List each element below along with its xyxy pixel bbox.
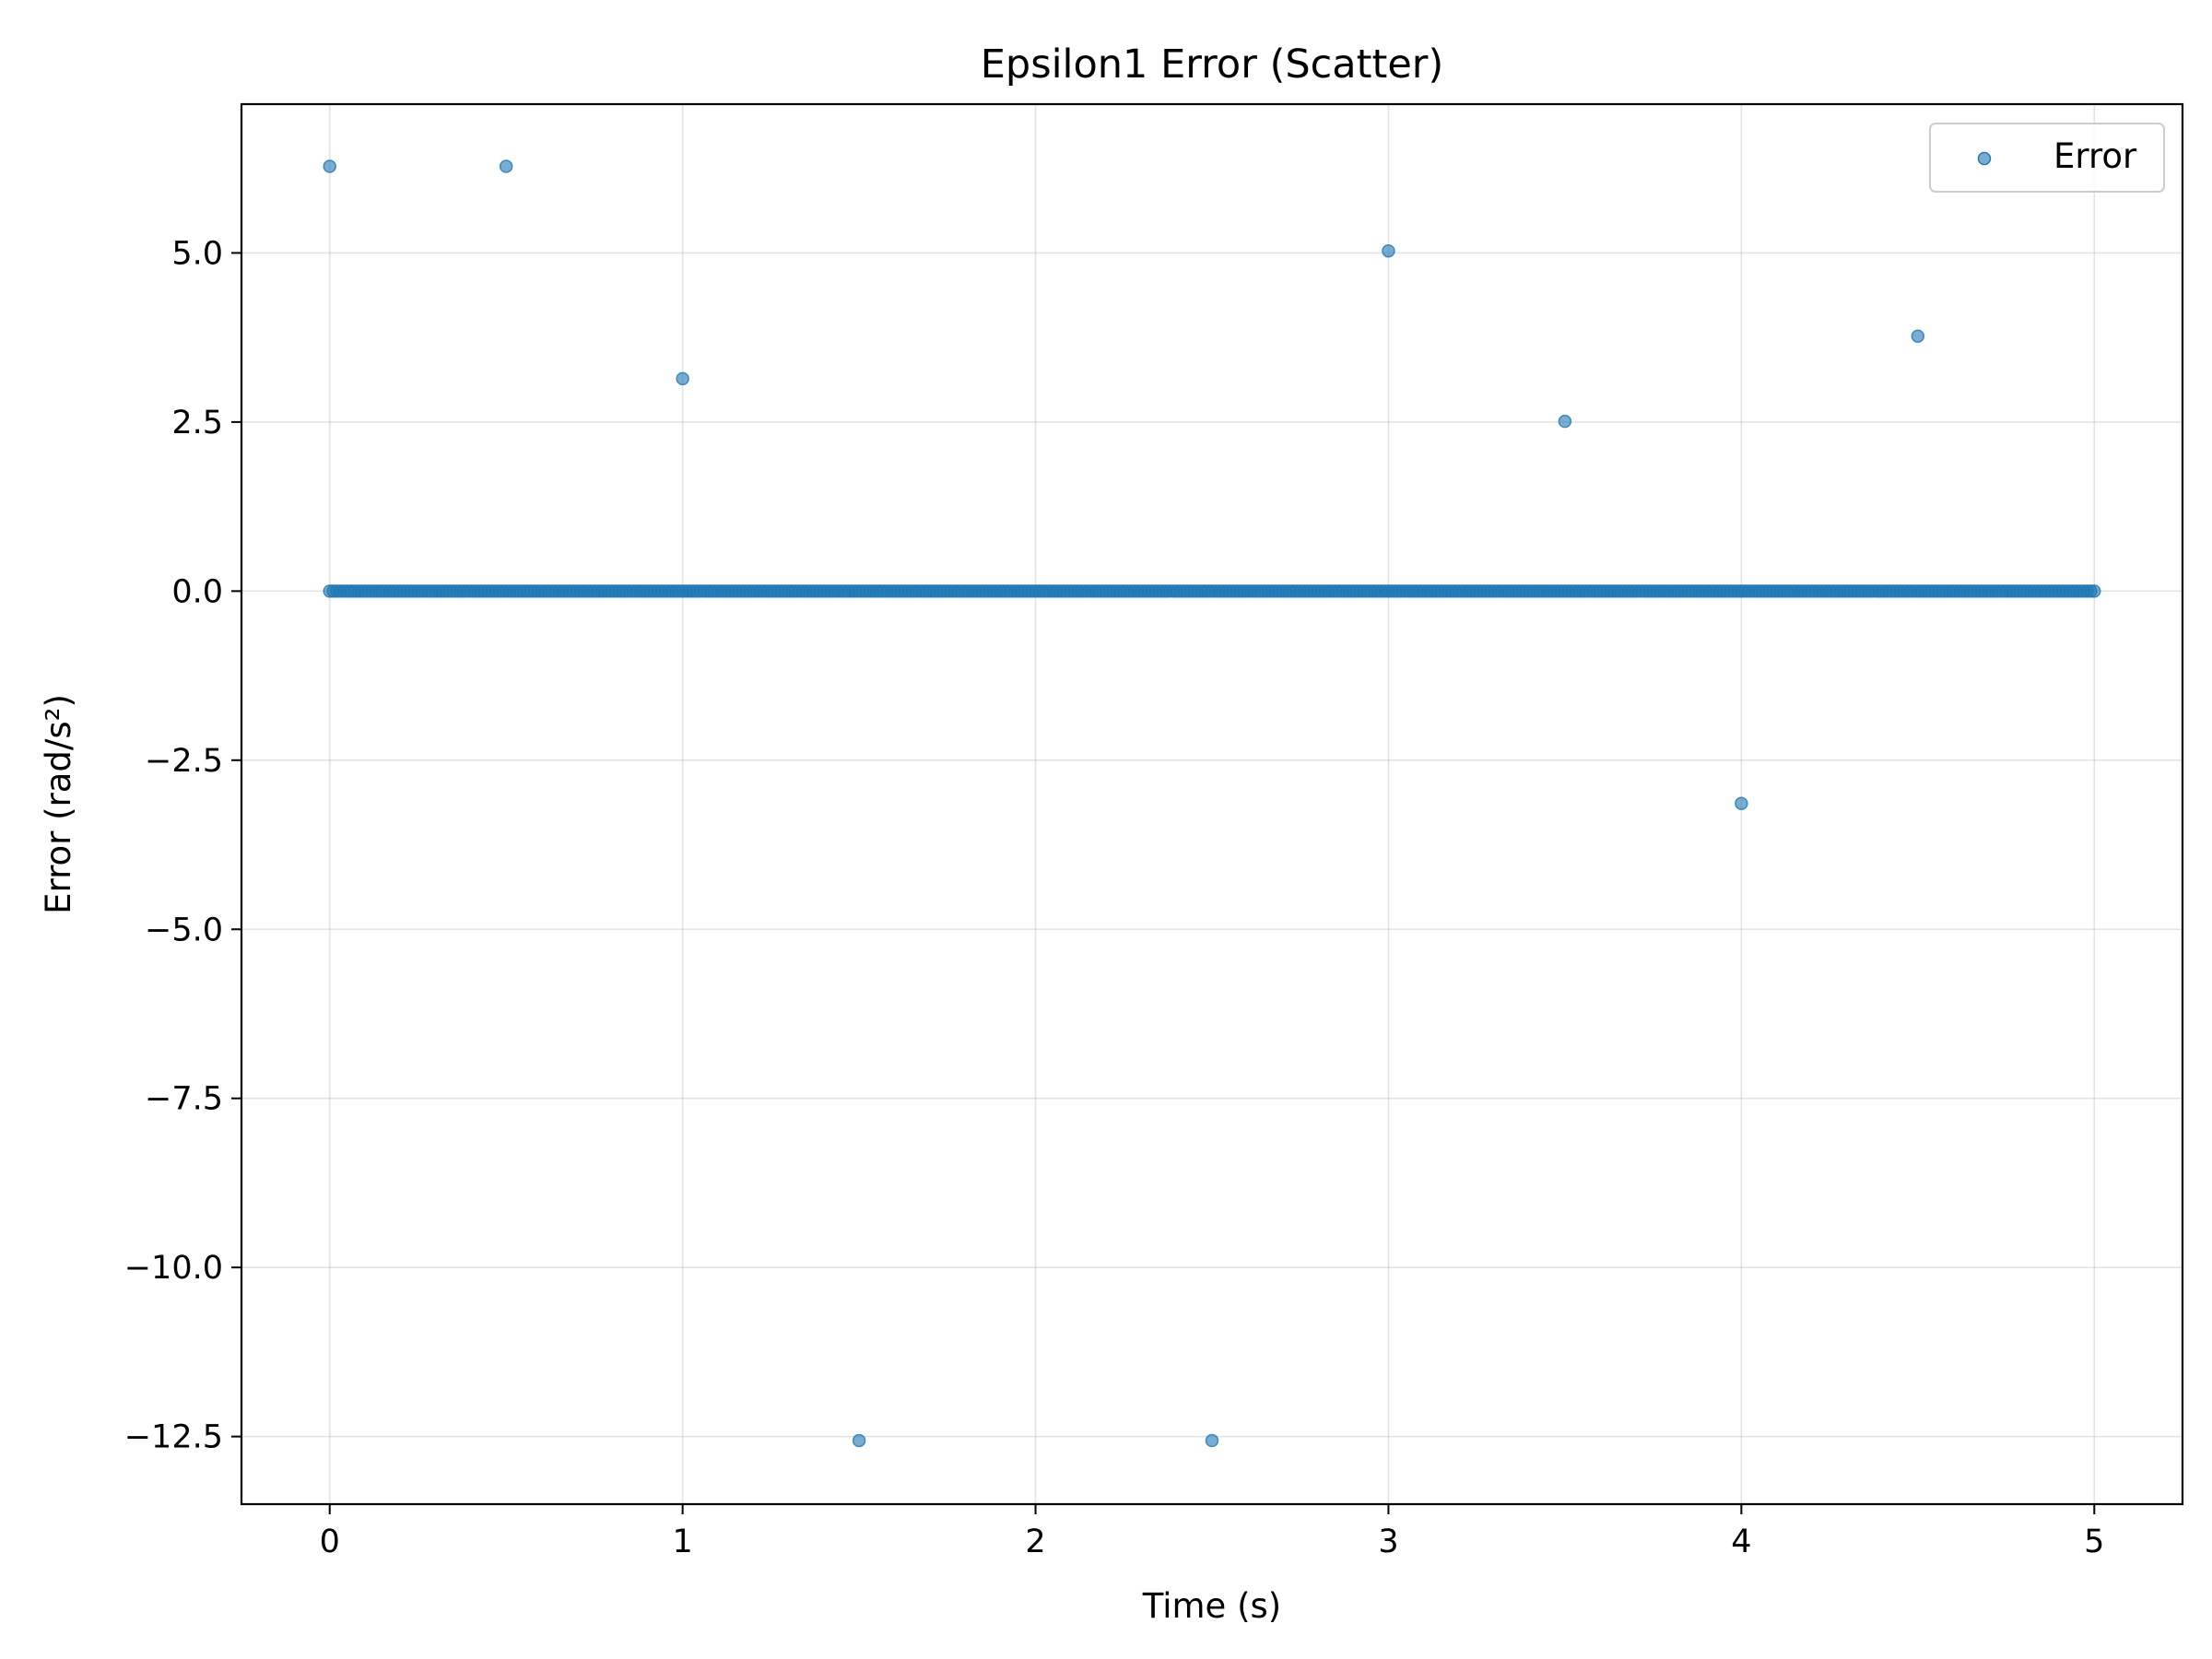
data-point bbox=[1735, 796, 1748, 811]
legend-box bbox=[1929, 123, 2165, 193]
x-tick-label: 4 bbox=[1731, 1524, 1751, 1560]
legend: Error bbox=[1929, 123, 2165, 193]
x-tick-label: 2 bbox=[1025, 1524, 1045, 1560]
plot-frame bbox=[240, 102, 2184, 1506]
x-axis-label: Time (s) bbox=[1142, 1586, 1281, 1626]
y-tick-label: 5.0 bbox=[171, 235, 223, 272]
y-axis-label: Error (rad/s²) bbox=[39, 694, 78, 914]
data-point bbox=[1558, 414, 1572, 429]
y-tick-label: −12.5 bbox=[124, 1419, 223, 1456]
data-point bbox=[499, 159, 513, 173]
x-tick-label: 1 bbox=[672, 1524, 692, 1560]
data-point bbox=[323, 159, 336, 173]
x-tick-label: 0 bbox=[320, 1524, 340, 1560]
x-tick-label: 3 bbox=[1378, 1524, 1398, 1560]
chart-title: Epsilon1 Error (Scatter) bbox=[981, 41, 1444, 88]
x-tick-label: 5 bbox=[2084, 1524, 2104, 1560]
legend-marker bbox=[1977, 151, 1992, 166]
y-tick-label: −10.0 bbox=[124, 1250, 223, 1287]
data-point bbox=[676, 371, 689, 386]
y-tick-label: −5.0 bbox=[145, 912, 223, 948]
data-point bbox=[1911, 329, 1925, 343]
scatter-points bbox=[323, 159, 2101, 1448]
y-tick-label: 2.5 bbox=[171, 405, 223, 441]
legend-label-error: Error bbox=[2053, 136, 2137, 176]
y-tick-label: −7.5 bbox=[145, 1081, 223, 1118]
y-tick-label: 0.0 bbox=[171, 573, 223, 610]
data-point bbox=[852, 1433, 866, 1448]
data-point bbox=[2088, 584, 2101, 598]
y-tick-label: −2.5 bbox=[145, 743, 223, 780]
data-point bbox=[1382, 243, 1395, 258]
data-point bbox=[1205, 1433, 1219, 1448]
axis-ticks: 0 1 2 3 4 5 5.0 2.5 0.0 −2.5 −5.0 −7.5 −10.0 −12.5 bbox=[124, 235, 2105, 1560]
